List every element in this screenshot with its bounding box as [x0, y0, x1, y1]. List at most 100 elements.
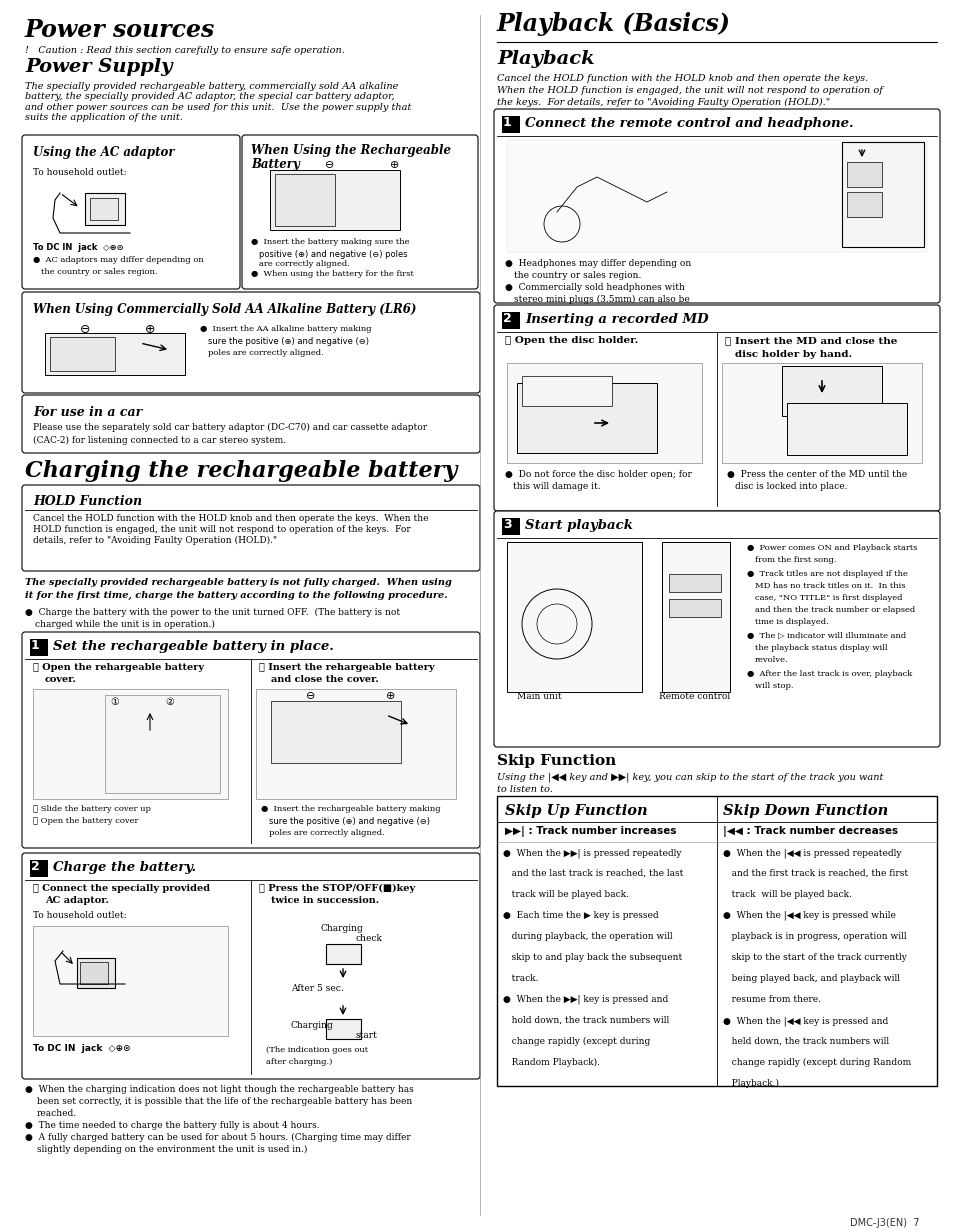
FancyBboxPatch shape	[242, 136, 477, 290]
Text: ●  When the ▶▶| key is pressed and: ● When the ▶▶| key is pressed and	[502, 995, 667, 1004]
Text: ❶ Open the disc holder.: ❶ Open the disc holder.	[504, 336, 638, 345]
FancyBboxPatch shape	[22, 136, 240, 290]
Bar	[661, 542, 729, 692]
Text: ② Open the battery cover: ② Open the battery cover	[33, 817, 138, 825]
Text: HOLD Function: HOLD Function	[33, 495, 142, 508]
FancyBboxPatch shape	[22, 485, 479, 570]
Text: Random Playback).: Random Playback).	[502, 1058, 599, 1067]
Bar	[786, 403, 906, 455]
Text: Remote control: Remote control	[659, 692, 729, 701]
Text: ⊖: ⊖	[306, 691, 315, 701]
Text: start: start	[355, 1031, 377, 1040]
Bar	[668, 574, 720, 593]
Text: playback is in progress, operation will: playback is in progress, operation will	[722, 931, 905, 941]
Text: during playback, the operation will: during playback, the operation will	[502, 931, 672, 941]
Text: ●  Headphones may differ depending on: ● Headphones may differ depending on	[504, 259, 691, 269]
Text: |◀◀ : Track number decreases: |◀◀ : Track number decreases	[722, 825, 897, 837]
Text: (The indication goes out: (The indication goes out	[266, 1046, 368, 1055]
Text: ●  When the |◀◀ is pressed repeatedly: ● When the |◀◀ is pressed repeatedly	[722, 848, 901, 857]
Text: ⊕: ⊕	[390, 160, 399, 170]
Text: When Using Commercially Sold AA Alkaline Battery (LR6): When Using Commercially Sold AA Alkaline…	[33, 303, 416, 315]
Text: 1: 1	[502, 116, 511, 129]
Text: ●  Press the center of the MD until the: ● Press the center of the MD until the	[726, 469, 906, 479]
Text: poles are correctly aligned.: poles are correctly aligned.	[269, 829, 384, 837]
Text: time is displayed.: time is displayed.	[754, 618, 828, 626]
Text: the country or sales region.: the country or sales region.	[514, 271, 640, 280]
Bar	[271, 701, 400, 763]
Bar	[326, 944, 360, 963]
Text: 2: 2	[30, 860, 40, 873]
Bar	[517, 383, 657, 453]
Bar	[506, 363, 701, 463]
Bar	[45, 333, 185, 375]
Text: ●  After the last track is over, playback: ● After the last track is over, playback	[746, 670, 911, 678]
Text: will stop.: will stop.	[754, 683, 793, 690]
FancyBboxPatch shape	[22, 395, 479, 453]
Bar	[90, 198, 118, 221]
Text: are correctly aligned.: are correctly aligned.	[258, 260, 350, 269]
Text: reached.: reached.	[37, 1109, 77, 1117]
FancyBboxPatch shape	[22, 292, 479, 393]
Text: ⊖: ⊖	[80, 323, 91, 336]
Text: ❷ Insert the MD and close the: ❷ Insert the MD and close the	[724, 336, 897, 345]
Text: ❶ Connect the specially provided: ❶ Connect the specially provided	[33, 885, 210, 893]
Text: and then the track number or elapsed: and then the track number or elapsed	[754, 606, 914, 614]
Bar	[274, 174, 335, 225]
Text: Using the |◀◀ key and ▶▶| key, you can skip to the start of the track you want: Using the |◀◀ key and ▶▶| key, you can s…	[497, 772, 882, 782]
Text: track.: track.	[502, 975, 537, 983]
Text: change rapidly (except during: change rapidly (except during	[502, 1037, 650, 1046]
Text: Main unit: Main unit	[517, 692, 561, 701]
Text: ●  When the |◀◀ key is pressed while: ● When the |◀◀ key is pressed while	[722, 910, 895, 920]
Text: ●  The ▷ indicator will illuminate and: ● The ▷ indicator will illuminate and	[746, 632, 905, 639]
Text: from the first song.: from the first song.	[754, 556, 836, 564]
Text: Playback: Playback	[497, 51, 594, 68]
Text: the country or sales region.: the country or sales region.	[41, 269, 157, 276]
Text: DMC-J3(EN)  7: DMC-J3(EN) 7	[850, 1218, 919, 1228]
Text: Charging: Charging	[320, 924, 363, 933]
Text: slightly depending on the environment the unit is used in.): slightly depending on the environment th…	[37, 1145, 307, 1154]
Text: check: check	[355, 934, 382, 942]
Text: being played back, and playback will: being played back, and playback will	[722, 975, 899, 983]
Text: Skip Function: Skip Function	[497, 754, 616, 768]
Text: ●  When the |◀◀ key is pressed and: ● When the |◀◀ key is pressed and	[722, 1016, 887, 1025]
Text: 2: 2	[502, 312, 511, 325]
Bar	[77, 958, 115, 988]
Text: To household outlet:: To household outlet:	[33, 910, 127, 920]
Text: twice in succession.: twice in succession.	[271, 896, 378, 906]
Text: and close the cover.: and close the cover.	[271, 675, 378, 684]
Text: Power sources: Power sources	[25, 18, 215, 42]
Text: disc is locked into place.: disc is locked into place.	[734, 482, 846, 492]
Text: 1: 1	[30, 639, 40, 652]
Text: and the first track is reached, the first: and the first track is reached, the firs…	[722, 869, 907, 878]
FancyBboxPatch shape	[22, 853, 479, 1079]
Text: Cancel the HOLD function with the HOLD knob and then operate the keys.: Cancel the HOLD function with the HOLD k…	[497, 74, 867, 83]
Text: (CAC-2) for listening connected to a car stereo system.: (CAC-2) for listening connected to a car…	[33, 436, 286, 445]
Text: Battery: Battery	[251, 158, 299, 171]
Text: this will damage it.: this will damage it.	[513, 482, 600, 492]
Text: Power Supply: Power Supply	[25, 58, 172, 76]
Bar	[326, 1019, 360, 1039]
FancyBboxPatch shape	[494, 511, 939, 747]
Text: When the HOLD function is engaged, the unit will not respond to operation of: When the HOLD function is engaged, the u…	[497, 86, 882, 95]
Text: Using the AC adaptor: Using the AC adaptor	[33, 147, 174, 159]
Text: ❷ Press the STOP/OFF(■)key: ❷ Press the STOP/OFF(■)key	[258, 885, 415, 893]
Text: ●  Each time the ▶ key is pressed: ● Each time the ▶ key is pressed	[502, 910, 658, 920]
Bar	[506, 542, 641, 692]
Text: ⊕: ⊕	[145, 323, 155, 336]
Text: held down, the track numbers will: held down, the track numbers will	[722, 1037, 888, 1046]
Text: poles are correctly aligned.: poles are correctly aligned.	[208, 349, 323, 357]
Text: case, "NO TITLE" is first displayed: case, "NO TITLE" is first displayed	[754, 594, 902, 602]
Text: Playback.): Playback.)	[722, 1079, 779, 1088]
Bar	[501, 517, 519, 535]
Text: The specially provided rechargeable battery is not fully charged.  When using: The specially provided rechargeable batt…	[25, 578, 452, 586]
Text: Set the rechargeable battery in place.: Set the rechargeable battery in place.	[53, 639, 334, 653]
Text: ●  The time needed to charge the battery fully is about 4 hours.: ● The time needed to charge the battery …	[25, 1121, 319, 1130]
Text: AC adaptor.: AC adaptor.	[45, 896, 109, 906]
Bar	[33, 926, 228, 1036]
Bar	[506, 140, 926, 253]
Text: Charging: Charging	[291, 1021, 334, 1030]
Text: To DC IN  jack  ◇⊕⊙: To DC IN jack ◇⊕⊙	[33, 1044, 131, 1053]
Text: sure the positive (⊕) and negative (⊖): sure the positive (⊕) and negative (⊖)	[208, 338, 369, 346]
Text: HOLD function is engaged, the unit will not respond to operation of the keys.  F: HOLD function is engaged, the unit will …	[33, 525, 411, 533]
Bar	[668, 599, 720, 617]
